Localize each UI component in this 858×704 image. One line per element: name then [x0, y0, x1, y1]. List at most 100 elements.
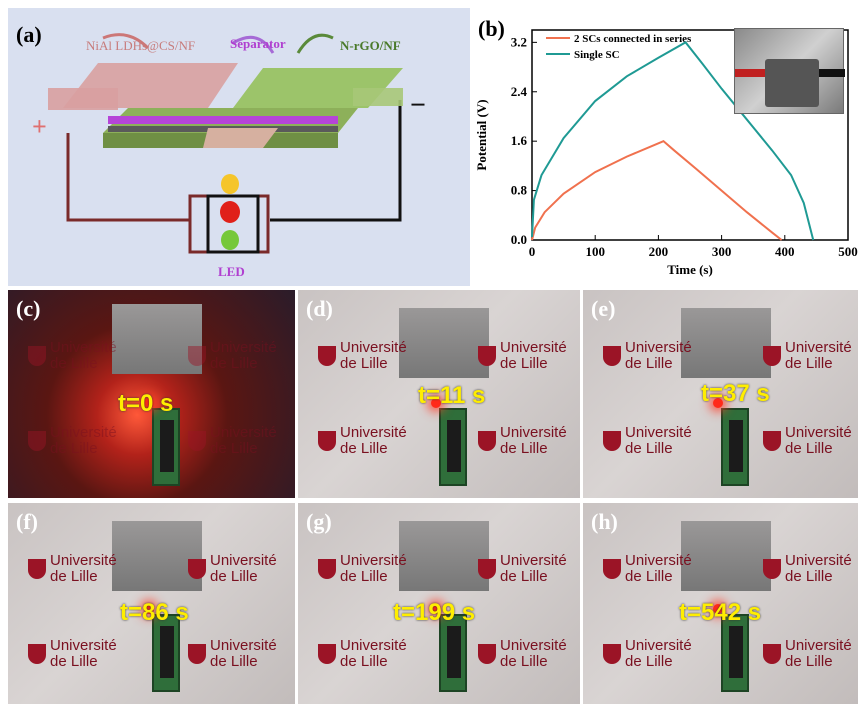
logo-line-2: de Lille [625, 568, 673, 585]
universite-de-lille-logo: Université de Lille [763, 638, 852, 670]
panel-b-chart: (b) 0 100 200 300 400 500 0.0 0.8 1.6 2.4 3.2 Time … [472, 8, 858, 286]
y-tick-label: 0.8 [511, 183, 528, 198]
universite-de-lille-logo: Université de Lille [603, 340, 692, 372]
universite-de-lille-logo: Université de Lille [188, 638, 277, 670]
panel-a-label: (a) [16, 22, 42, 47]
universite-de-lille-logo: Université de Lille [188, 425, 277, 457]
universite-de-lille-logo: Université de Lille [318, 340, 407, 372]
y-tick-label: 3.2 [511, 34, 527, 49]
logo-line-1: Université [210, 424, 277, 441]
supercapacitor-device [680, 521, 771, 591]
logo-line-2: de Lille [210, 440, 258, 457]
x-tick-label: 100 [585, 244, 605, 259]
led-circuit-board [439, 408, 467, 486]
led-circuit-board [439, 614, 467, 692]
minus-terminal: − [410, 90, 426, 121]
universite-de-lille-logo: Université de Lille [763, 425, 852, 457]
logo-line-1: Université [50, 552, 117, 569]
universite-de-lille-logo: Université de Lille [603, 425, 692, 457]
y-tick-label: 0.0 [511, 232, 527, 247]
supercapacitor-device [399, 521, 489, 591]
logo-line-1: Université [625, 637, 692, 654]
logo-line-1: Université [340, 424, 407, 441]
elapsed-time-label: t=37 s [701, 380, 770, 407]
logo-line-1: Université [340, 552, 407, 569]
photo-panel-label: (g) [306, 509, 332, 534]
led-light [712, 604, 723, 614]
universite-de-lille-logo: Université de Lille [763, 340, 852, 372]
y-tick-label: 2.4 [511, 84, 528, 99]
universite-de-lille-logo: Université de Lille [188, 340, 277, 372]
logo-line-1: Université [340, 339, 407, 356]
logo-line-1: Université [210, 339, 277, 356]
logo-line-2: de Lille [785, 568, 833, 585]
electrode-right-label: N-rGO/NF [340, 38, 401, 53]
universite-de-lille-logo: Université de Lille [603, 638, 692, 670]
logo-line-2: de Lille [625, 440, 673, 457]
photo-panel-label: (f) [16, 509, 38, 534]
universite-de-lille-logo: Université de Lille [478, 638, 567, 670]
led-light [143, 398, 154, 408]
led-circuit-board [720, 614, 749, 692]
logo-line-2: de Lille [340, 653, 388, 670]
supercapacitor-device [680, 308, 771, 378]
panel-b-label: (b) [478, 16, 505, 41]
universite-de-lille-logo: Université de Lille [318, 425, 407, 457]
logo-line-2: de Lille [210, 355, 258, 372]
elapsed-time-label: t=542 s [679, 599, 762, 626]
logo-line-1: Université [500, 552, 567, 569]
x-tick-label: 300 [712, 244, 732, 259]
logo-line-2: de Lille [340, 568, 388, 585]
logo-line-2: de Lille [500, 440, 548, 457]
logo-line-1: Université [50, 339, 117, 356]
logo-line-2: de Lille [50, 355, 98, 372]
y-tick-label: 1.6 [511, 133, 528, 148]
logo-line-1: Université [50, 637, 117, 654]
logo-line-1: Université [500, 424, 567, 441]
supercapacitor-device [399, 308, 489, 378]
logo-line-2: de Lille [500, 568, 548, 585]
logo-line-2: de Lille [500, 355, 548, 372]
photo-panel-label: (c) [16, 296, 41, 321]
legend-entry-1: Single SC [574, 49, 620, 61]
logo-line-1: Université [785, 552, 852, 569]
photo-panel: Université de Lille Université de Lille Univ… [8, 503, 295, 704]
photo-panel: Université de Lille Université de Lille Univ… [298, 503, 580, 704]
universite-de-lille-logo: Université de Lille [318, 553, 407, 585]
logo-line-1: Université [785, 637, 852, 654]
elapsed-time-label: t=86 s [120, 599, 189, 626]
photo-panel-label: (d) [306, 296, 333, 321]
logo-line-2: de Lille [625, 653, 673, 670]
logo-line-2: de Lille [500, 653, 548, 670]
led-light [712, 398, 723, 408]
logo-line-1: Université [625, 552, 692, 569]
logo-line-2: de Lille [340, 440, 388, 457]
logo-line-1: Université [500, 637, 567, 654]
logo-line-2: de Lille [785, 355, 833, 372]
x-tick-label: 500 [838, 244, 858, 259]
photo-panel: Université de Lille Université de Lille Univ… [583, 503, 858, 704]
supercapacitor-schematic [48, 33, 403, 254]
universite-de-lille-logo: Université de Lille [28, 425, 117, 457]
led-circuit-board [151, 408, 180, 486]
elapsed-time-label: t=0 s [118, 390, 174, 417]
logo-line-1: Université [625, 339, 692, 356]
led-light [431, 604, 441, 614]
photo-panel-label: (e) [591, 296, 616, 321]
logo-line-2: de Lille [210, 653, 258, 670]
logo-line-2: de Lille [625, 355, 673, 372]
logo-line-1: Université [785, 424, 852, 441]
logo-line-2: de Lille [785, 653, 833, 670]
supercapacitor-device [111, 304, 202, 374]
photo-panel: Université de Lille Université de Lille Univ… [8, 290, 295, 498]
elapsed-time-label: t=199 s [393, 599, 476, 626]
photo-panel: Université de Lille Université de Lille Univ… [583, 290, 858, 498]
led-label: LED [218, 264, 245, 279]
logo-line-1: Université [625, 424, 692, 441]
logo-line-1: Université [785, 339, 852, 356]
logo-line-2: de Lille [210, 568, 258, 585]
logo-line-1: Université [500, 339, 567, 356]
logo-line-2: de Lille [50, 653, 98, 670]
supercapacitor-device [111, 521, 202, 591]
universite-de-lille-logo: Université de Lille [188, 553, 277, 585]
